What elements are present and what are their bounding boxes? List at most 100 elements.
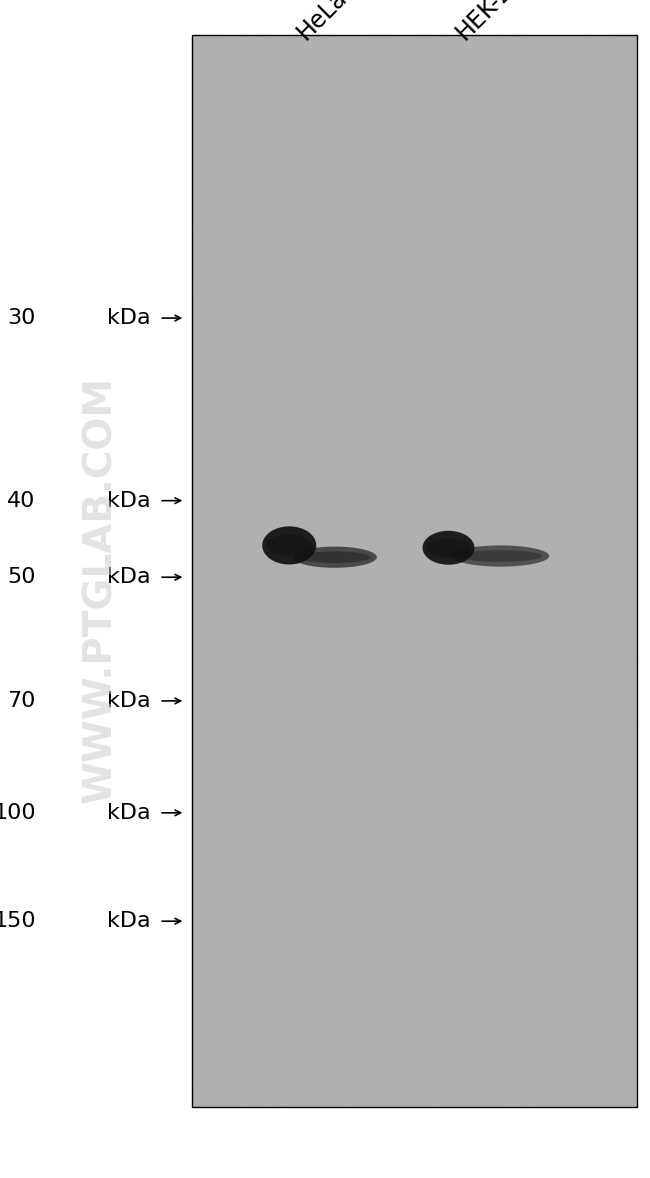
Point	[519, 901, 530, 920]
Point	[344, 322, 354, 340]
Point	[326, 528, 337, 547]
Point	[580, 37, 591, 55]
Point	[209, 428, 220, 446]
Point	[279, 761, 289, 780]
Point	[465, 377, 475, 396]
Point	[503, 754, 514, 773]
Point	[204, 439, 214, 458]
Point	[254, 425, 264, 444]
Point	[340, 596, 350, 615]
Point	[420, 434, 430, 452]
Point	[510, 807, 520, 826]
Point	[597, 344, 607, 363]
Point	[458, 994, 468, 1013]
Point	[541, 238, 552, 257]
Point	[320, 52, 330, 71]
Point	[502, 597, 513, 616]
Point	[491, 1074, 501, 1093]
Point	[194, 1060, 205, 1079]
Point	[499, 507, 509, 525]
Point	[598, 368, 608, 386]
Point	[280, 669, 291, 688]
Point	[422, 29, 433, 48]
Point	[460, 940, 470, 959]
Point	[325, 1054, 335, 1073]
Point	[605, 442, 616, 461]
Point	[253, 251, 263, 270]
Point	[434, 302, 445, 320]
Point	[418, 980, 428, 999]
Point	[285, 379, 296, 398]
Point	[445, 702, 455, 721]
Point	[623, 383, 633, 402]
Point	[593, 463, 603, 482]
Point	[213, 49, 223, 68]
Point	[220, 809, 230, 828]
Point	[261, 853, 271, 872]
Point	[296, 1024, 307, 1043]
Point	[229, 825, 239, 843]
Point	[603, 327, 614, 346]
Point	[554, 501, 564, 519]
Point	[371, 244, 382, 263]
Point	[298, 529, 309, 548]
Point	[530, 94, 541, 113]
Point	[204, 538, 214, 557]
Point	[218, 81, 228, 100]
Point	[631, 1035, 642, 1054]
Point	[474, 358, 484, 377]
Point	[407, 278, 417, 297]
Point	[379, 377, 389, 396]
Point	[499, 723, 509, 742]
Point	[464, 152, 474, 171]
Point	[382, 534, 392, 552]
Point	[289, 457, 300, 476]
Point	[402, 126, 413, 145]
Point	[374, 399, 384, 418]
Point	[427, 958, 437, 977]
Point	[346, 1043, 357, 1061]
Point	[376, 874, 386, 893]
Point	[254, 245, 264, 264]
Point	[533, 184, 543, 203]
Point	[292, 918, 303, 937]
Point	[566, 860, 576, 879]
Point	[254, 26, 264, 45]
Point	[352, 960, 363, 979]
Point	[588, 1045, 599, 1064]
Point	[571, 238, 581, 257]
Point	[573, 582, 584, 601]
Point	[326, 1040, 337, 1059]
Point	[547, 756, 558, 775]
Point	[508, 150, 519, 168]
Point	[598, 285, 608, 304]
Point	[468, 1059, 478, 1078]
Point	[422, 775, 432, 794]
Point	[464, 165, 474, 184]
Point	[246, 787, 256, 806]
Point	[317, 234, 327, 253]
Point	[203, 790, 213, 809]
Point	[377, 770, 387, 789]
Point	[527, 991, 538, 1010]
Point	[337, 94, 348, 113]
Point	[467, 522, 478, 541]
Point	[313, 702, 324, 721]
Point	[599, 610, 609, 629]
Point	[571, 240, 581, 259]
Point	[567, 1080, 577, 1099]
Point	[309, 77, 319, 95]
Point	[317, 359, 327, 378]
Point	[484, 879, 495, 898]
Point	[474, 591, 485, 610]
Point	[406, 372, 416, 391]
Point	[547, 613, 558, 631]
Point	[602, 114, 612, 133]
Point	[419, 884, 429, 902]
Point	[469, 247, 479, 266]
Point	[620, 534, 630, 552]
Point	[609, 517, 619, 536]
Point	[309, 876, 319, 895]
Point	[477, 371, 488, 390]
Point	[324, 899, 334, 918]
